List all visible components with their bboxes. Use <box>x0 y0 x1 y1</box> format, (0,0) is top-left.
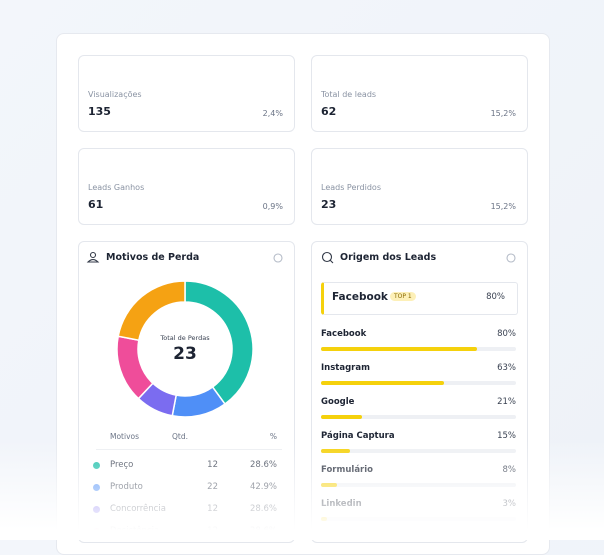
bar-track <box>321 415 516 419</box>
origin-value: 15% <box>497 431 516 441</box>
donut-segment <box>184 280 254 406</box>
legend-dot <box>93 484 100 491</box>
stat-label: Total de leads <box>321 90 377 99</box>
origin-value: 21% <box>497 397 516 407</box>
bar-track <box>321 483 516 487</box>
row-pct: 28.6% <box>249 526 277 536</box>
search-icon <box>329 259 334 264</box>
stat-card <box>78 55 295 132</box>
stat-change: 2,4% <box>262 109 283 118</box>
table-header: Motivos <box>110 432 140 441</box>
row-name: Produto <box>110 482 143 492</box>
donut-center-label: Total de Perdas <box>160 334 210 342</box>
search-icon <box>321 251 333 263</box>
stat-value: 23 <box>321 198 337 211</box>
origin-bar <box>321 483 337 487</box>
row-qty: 12 <box>207 504 218 514</box>
stat-value: 61 <box>88 198 104 211</box>
origin-value: 80% <box>497 329 516 339</box>
row-pct: 42.9% <box>249 482 277 492</box>
legend-dot <box>93 528 100 535</box>
stat-card <box>311 148 528 225</box>
origin-bar <box>321 415 362 419</box>
table-divider <box>96 449 282 450</box>
stat-change: 15,2% <box>490 202 516 211</box>
info-icon <box>273 253 283 263</box>
stat-card <box>311 55 528 132</box>
origin-bar <box>321 449 351 453</box>
row-pct: 28.6% <box>249 504 277 514</box>
row-qty: 22 <box>207 482 218 492</box>
stat-label: Leads Ganhos <box>88 183 145 192</box>
stat-value: 135 <box>88 105 111 118</box>
origin-bar <box>321 381 444 385</box>
legend-dot <box>93 462 100 469</box>
origin-bar <box>321 517 327 521</box>
card-title: Origem dos Leads <box>340 252 437 263</box>
row-name: Desistência <box>110 526 160 536</box>
donut-segment <box>117 280 186 342</box>
stat-value: 62 <box>321 105 337 118</box>
row-pct: 28.6% <box>249 460 277 470</box>
origin-name: Linkedin <box>321 499 362 509</box>
stat-label: Visualizações <box>88 90 142 99</box>
bar-track <box>321 517 516 521</box>
row-qty: 12 <box>207 526 218 536</box>
stat-card <box>78 148 295 225</box>
origin-name: Página Captura <box>321 431 395 441</box>
card-title: Motivos de Perda <box>106 252 200 263</box>
row-name: Preço <box>110 460 134 470</box>
stat-change: 0,9% <box>262 202 283 211</box>
table-header: % <box>269 432 277 441</box>
origin-name: Facebook <box>321 329 367 339</box>
stat-change: 15,2% <box>490 109 516 118</box>
table-header: Qtd. <box>172 432 188 441</box>
row-qty: 12 <box>207 460 218 470</box>
top-origin-name: Facebook <box>332 291 388 303</box>
top-origin-box <box>321 282 518 315</box>
origin-name: Instagram <box>321 363 370 373</box>
donut-center-value: 23 <box>173 344 197 364</box>
origin-bar <box>321 347 477 351</box>
origin-name: Formulário <box>321 465 373 475</box>
bar-track <box>321 449 516 453</box>
origin-value: 3% <box>502 499 517 509</box>
info-icon <box>506 253 516 263</box>
user-icon <box>89 251 97 259</box>
origin-name: Google <box>321 397 355 407</box>
legend-dot <box>93 506 100 513</box>
origin-value: 63% <box>497 363 516 373</box>
top-origin-value: 80% <box>486 292 505 302</box>
origin-value: 8% <box>502 465 517 475</box>
user-icon <box>86 258 100 263</box>
stat-label: Leads Perdidos <box>321 183 381 192</box>
top-badge: TOP 1 <box>390 292 416 301</box>
